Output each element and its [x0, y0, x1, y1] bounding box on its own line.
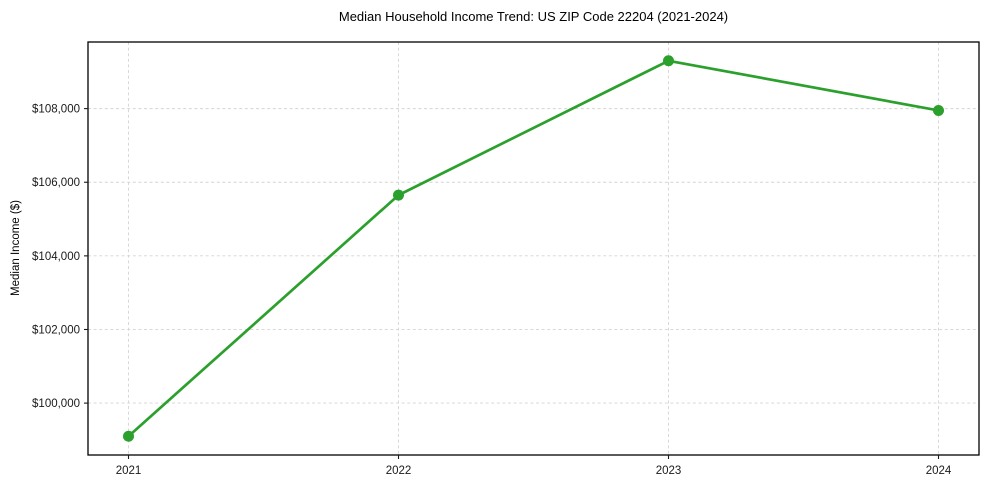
x-tick-label: 2023 [656, 465, 682, 477]
data-point [663, 55, 674, 67]
y-tick-label: $104,000 [32, 251, 80, 263]
data-point [393, 189, 404, 201]
data-point [933, 104, 944, 116]
x-tick-label: 2021 [116, 465, 142, 477]
y-tick-label: $106,000 [32, 177, 80, 189]
data-point [123, 430, 134, 442]
y-tick-label: $100,000 [32, 398, 80, 410]
plot-border [87, 41, 980, 456]
x-tick-label: 2022 [386, 465, 412, 477]
trend-line [127, 59, 939, 438]
x-tick-label: 2024 [926, 465, 952, 477]
chart-title: Median Household Income Trend: US ZIP Co… [338, 9, 729, 24]
y-tick-label: $102,000 [32, 324, 80, 336]
y-tick-label: $108,000 [32, 104, 80, 116]
